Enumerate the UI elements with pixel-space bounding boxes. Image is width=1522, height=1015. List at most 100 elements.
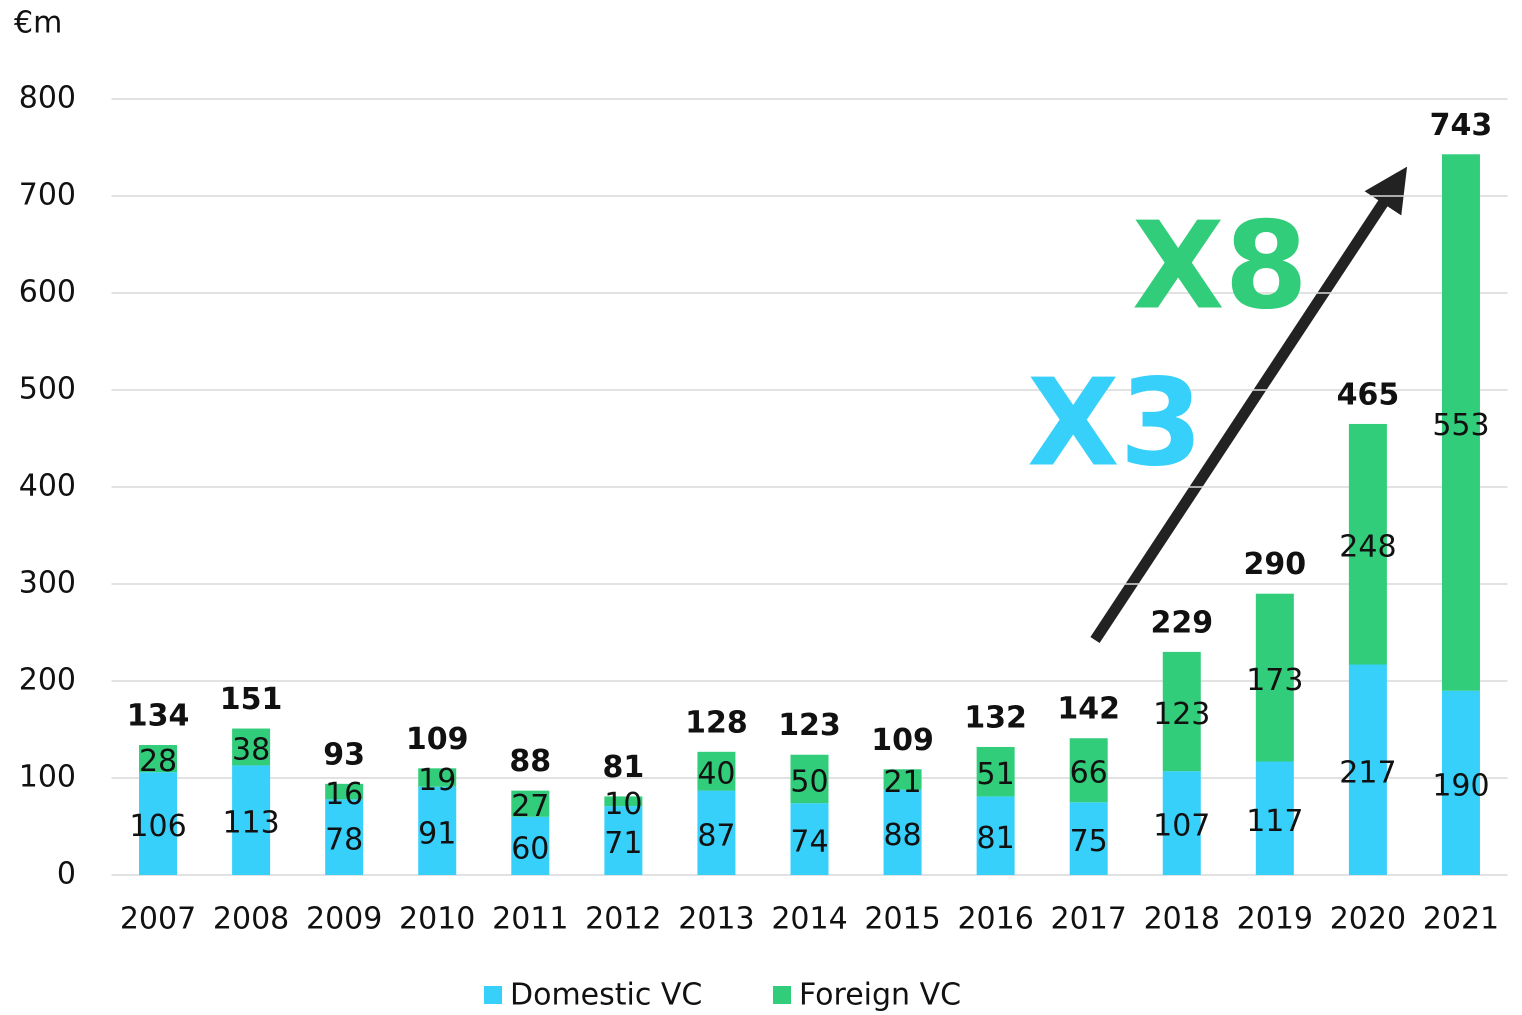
bar-segment <box>1441 154 1480 691</box>
total-label: 151 <box>220 682 283 717</box>
bar-segment <box>604 806 643 875</box>
y-tick-label: 0 <box>57 857 76 892</box>
total-label: 134 <box>127 699 190 734</box>
legend-swatch <box>773 986 791 1004</box>
annotation: X8 <box>1132 198 1308 337</box>
bar-segment <box>790 803 829 875</box>
y-axis-label: €m <box>14 6 62 41</box>
bar-segment <box>976 746 1015 797</box>
segment-label: 87 <box>697 818 735 853</box>
y-tick-label: 200 <box>19 663 76 698</box>
bar-segment <box>790 754 829 804</box>
bar-segment <box>1162 771 1201 875</box>
x-tick-label: 2021 <box>1423 902 1499 937</box>
segment-label: 66 <box>1070 756 1108 791</box>
bar-segment <box>1348 423 1387 665</box>
bar-segment <box>511 816 550 875</box>
segment-label: 88 <box>883 818 921 853</box>
bar-segment <box>1162 651 1201 772</box>
segment-label: 74 <box>790 825 828 860</box>
bar-segment <box>511 790 550 817</box>
segment-label: 117 <box>1246 804 1303 839</box>
x-tick-label: 2016 <box>957 902 1033 937</box>
bar-segment <box>976 796 1015 875</box>
total-label: 743 <box>1430 108 1493 143</box>
segment-label: 75 <box>1070 824 1108 859</box>
segment-label: 106 <box>129 809 186 844</box>
total-label: 88 <box>509 744 551 779</box>
bar-segment <box>325 799 364 875</box>
bar-segment <box>1255 593 1294 762</box>
segment-label: 91 <box>418 816 456 851</box>
segment-label: 19 <box>418 763 456 798</box>
total-label: 123 <box>778 708 841 743</box>
x-tick-label: 2015 <box>864 902 940 937</box>
y-tick-label: 600 <box>19 275 76 310</box>
x-tick-label: 2020 <box>1330 902 1406 937</box>
segment-label: 78 <box>325 823 363 858</box>
x-tick-label: 2010 <box>399 902 475 937</box>
annotation: X3 <box>1027 355 1203 494</box>
segment-label: 217 <box>1339 755 1396 790</box>
x-tick-label: 2018 <box>1144 902 1220 937</box>
segment-label: 107 <box>1153 809 1210 844</box>
y-tick-label: 800 <box>19 81 76 116</box>
segment-label: 16 <box>325 777 363 812</box>
y-tick-label: 300 <box>19 566 76 601</box>
segment-label: 21 <box>883 765 921 800</box>
bar-segment <box>139 772 178 875</box>
segment-label: 113 <box>222 806 279 841</box>
x-tick-label: 2013 <box>678 902 754 937</box>
bar-segment <box>1069 802 1108 875</box>
bar-segment <box>139 745 178 773</box>
x-tick-label: 2017 <box>1051 902 1127 937</box>
x-tick-label: 2019 <box>1237 902 1313 937</box>
total-label: 290 <box>1244 547 1307 582</box>
bar-segment <box>1441 690 1480 875</box>
x-tick-label: 2008 <box>213 902 289 937</box>
segment-label: 60 <box>511 831 549 866</box>
y-tick-label: 400 <box>19 469 76 504</box>
total-label: 109 <box>406 722 469 757</box>
segment-label: 51 <box>977 757 1015 792</box>
legend-label: Foreign VC <box>799 978 961 1013</box>
bar-segment <box>883 789 922 875</box>
total-label: 93 <box>323 737 365 772</box>
segment-label: 553 <box>1432 408 1489 443</box>
total-label: 81 <box>602 750 644 785</box>
y-tick-label: 100 <box>19 760 76 795</box>
total-label: 109 <box>871 723 934 758</box>
bar-segment <box>232 728 271 766</box>
x-tick-label: 2012 <box>585 902 661 937</box>
segment-label: 27 <box>511 789 549 824</box>
y-tick-label: 500 <box>19 372 76 407</box>
segment-label: 248 <box>1339 530 1396 565</box>
segment-label: 50 <box>790 764 828 799</box>
segment-label: 81 <box>977 821 1015 856</box>
x-tick-label: 2009 <box>306 902 382 937</box>
total-label: 132 <box>964 700 1027 735</box>
total-label: 465 <box>1337 377 1400 412</box>
bar-segment <box>1069 738 1108 803</box>
arrow <box>1090 166 1408 644</box>
segment-label: 28 <box>139 744 177 779</box>
segment-label: 173 <box>1246 663 1303 698</box>
bar-segment <box>325 783 364 800</box>
segment-label: 123 <box>1153 697 1210 732</box>
bar-segment <box>418 786 457 875</box>
bar-segment <box>418 768 457 787</box>
legend-label: Domestic VC <box>510 978 702 1013</box>
bar-segment <box>1348 664 1387 875</box>
segment-label: 38 <box>232 732 270 767</box>
segment-label: 10 <box>604 787 642 822</box>
total-label: 142 <box>1057 692 1120 727</box>
segment-label: 190 <box>1432 768 1489 803</box>
bar-segment <box>232 765 271 875</box>
legend-swatch <box>484 986 502 1004</box>
x-tick-label: 2011 <box>492 902 568 937</box>
bar-segment <box>697 790 736 875</box>
segment-label: 71 <box>604 826 642 861</box>
x-tick-label: 2014 <box>771 902 847 937</box>
bar-segment <box>697 751 736 791</box>
